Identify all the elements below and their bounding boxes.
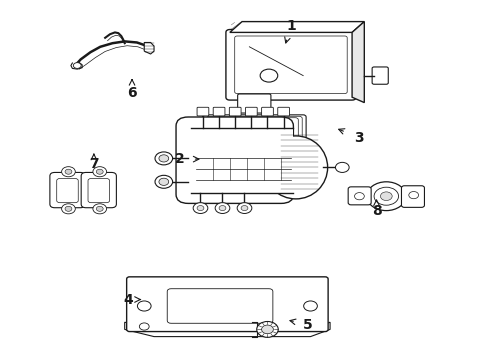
Polygon shape (144, 42, 154, 54)
Text: 7: 7 (89, 157, 99, 171)
Circle shape (137, 301, 151, 311)
Circle shape (159, 155, 168, 162)
FancyBboxPatch shape (347, 187, 370, 205)
Text: 6: 6 (127, 86, 137, 100)
FancyBboxPatch shape (237, 94, 270, 113)
FancyBboxPatch shape (261, 107, 273, 116)
Circle shape (155, 152, 172, 165)
Circle shape (237, 203, 251, 213)
FancyBboxPatch shape (88, 179, 109, 203)
Circle shape (155, 175, 172, 188)
FancyBboxPatch shape (371, 67, 387, 84)
FancyBboxPatch shape (167, 289, 272, 323)
Circle shape (65, 206, 72, 211)
Polygon shape (229, 22, 364, 32)
Text: 3: 3 (354, 131, 364, 144)
FancyBboxPatch shape (401, 186, 424, 207)
Circle shape (65, 169, 72, 174)
FancyBboxPatch shape (202, 115, 305, 162)
Circle shape (73, 63, 81, 68)
Circle shape (408, 192, 418, 199)
Circle shape (261, 325, 273, 334)
Circle shape (260, 69, 277, 82)
Ellipse shape (264, 136, 327, 199)
Text: 1: 1 (285, 19, 295, 33)
FancyBboxPatch shape (245, 107, 257, 116)
Circle shape (193, 203, 207, 213)
Circle shape (373, 187, 398, 205)
Polygon shape (351, 22, 364, 103)
Circle shape (61, 167, 75, 177)
Circle shape (366, 182, 405, 211)
Circle shape (380, 192, 391, 201)
Circle shape (335, 162, 348, 172)
FancyBboxPatch shape (190, 128, 293, 193)
Text: 5: 5 (303, 318, 312, 332)
FancyBboxPatch shape (126, 277, 327, 332)
Text: 8: 8 (371, 204, 381, 217)
FancyBboxPatch shape (213, 107, 224, 116)
Circle shape (303, 301, 317, 311)
Circle shape (96, 169, 103, 174)
FancyBboxPatch shape (50, 172, 85, 208)
FancyBboxPatch shape (57, 179, 78, 203)
Circle shape (96, 206, 103, 211)
Circle shape (354, 193, 364, 200)
FancyBboxPatch shape (277, 107, 289, 116)
FancyBboxPatch shape (81, 172, 116, 208)
FancyBboxPatch shape (197, 107, 208, 116)
Circle shape (241, 206, 247, 211)
FancyBboxPatch shape (225, 30, 355, 100)
Circle shape (93, 204, 106, 214)
Circle shape (93, 167, 106, 177)
Circle shape (219, 206, 225, 211)
Circle shape (256, 321, 278, 337)
Text: 2: 2 (175, 152, 184, 166)
FancyBboxPatch shape (176, 117, 293, 203)
Circle shape (139, 323, 149, 330)
Polygon shape (124, 322, 329, 337)
Text: 4: 4 (123, 293, 133, 306)
Circle shape (197, 206, 203, 211)
Circle shape (215, 203, 229, 213)
Circle shape (61, 204, 75, 214)
FancyBboxPatch shape (229, 107, 241, 116)
Circle shape (159, 178, 168, 185)
